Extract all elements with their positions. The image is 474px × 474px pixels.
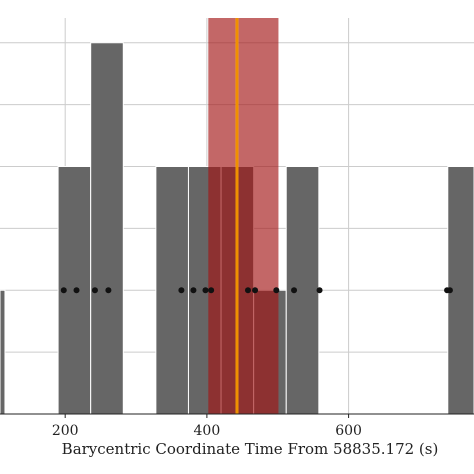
interval-band bbox=[208, 18, 279, 414]
marker-lines bbox=[235, 18, 239, 414]
event-point bbox=[252, 287, 259, 294]
event-point bbox=[91, 287, 98, 294]
x-axis: 200 400 600 bbox=[0, 413, 474, 439]
event-point bbox=[316, 287, 323, 294]
x-tick-label: 400 bbox=[194, 423, 221, 439]
x-tick-label: 600 bbox=[335, 423, 362, 439]
histogram-bar bbox=[90, 42, 124, 415]
event-point bbox=[244, 287, 251, 294]
event-point bbox=[202, 287, 209, 294]
event-point bbox=[190, 287, 197, 294]
event-point bbox=[105, 287, 112, 294]
event-point bbox=[73, 287, 80, 294]
histogram-bar bbox=[0, 289, 6, 415]
event-point bbox=[291, 287, 298, 294]
event-point bbox=[208, 287, 215, 294]
event-point bbox=[273, 287, 280, 294]
event-point bbox=[60, 287, 67, 294]
event-points bbox=[60, 287, 453, 294]
marker-line bbox=[236, 18, 238, 414]
x-axis-title: Barycentric Coordinate Time From 58835.1… bbox=[62, 440, 439, 458]
event-point bbox=[178, 287, 185, 294]
highlight-bands bbox=[208, 18, 279, 414]
event-point bbox=[446, 287, 453, 294]
x-tick-label: 200 bbox=[52, 423, 79, 439]
